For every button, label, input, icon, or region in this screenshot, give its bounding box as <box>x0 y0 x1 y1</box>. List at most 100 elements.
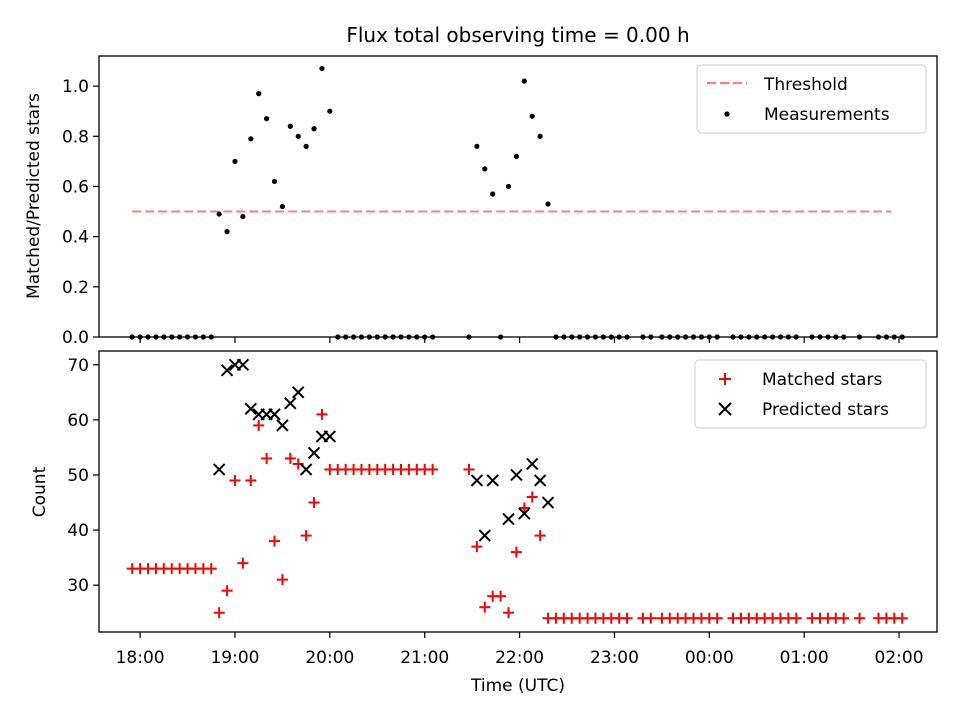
bottom-legend-box <box>694 359 927 429</box>
predicted-star-point <box>307 446 321 460</box>
predicted-star-point <box>244 402 257 416</box>
top-y-tick-label: 0.4 <box>62 228 89 248</box>
matched-star-point <box>896 612 908 624</box>
matched-star-point <box>308 497 320 509</box>
predicted-star-point <box>541 496 555 509</box>
matched-star-point <box>534 530 546 542</box>
bottom-legend: Matched stars Predicted stars <box>694 359 927 429</box>
measurement-point <box>529 113 535 119</box>
measurement-point <box>482 166 488 172</box>
matched-star-point <box>503 607 515 619</box>
measurement-point <box>256 91 262 97</box>
top-x-tick-marks <box>139 337 900 343</box>
x-tick-label: 22:00 <box>495 648 544 668</box>
measurement-point <box>279 203 286 210</box>
matched-star-point <box>205 563 217 575</box>
matched-star-point <box>471 541 483 553</box>
bottom-x-axis: 18:00 19:00 20:00 21:00 22:00 23:00 00:00 01:00… <box>116 632 924 668</box>
matched-star-point <box>284 452 296 464</box>
chart-title: Flux total observing time = 0.00 h <box>346 23 689 47</box>
matched-star-point <box>229 474 241 486</box>
predicted-star-point <box>284 397 297 410</box>
matched-star-point <box>463 463 475 475</box>
predicted-star-point <box>323 430 337 443</box>
top-y-axis-label: Matched/Predicted stars <box>24 93 44 299</box>
bottom-y-tick-label: 70 <box>67 356 89 376</box>
x-tick-label: 00:00 <box>685 648 734 668</box>
legend-threshold-label: Threshold <box>763 75 848 95</box>
legend-measurements-swatch <box>724 111 730 117</box>
matched-star-point <box>316 408 328 420</box>
matched-star-point <box>269 535 281 547</box>
predicted-star-point <box>220 364 234 377</box>
matched-star-point <box>261 452 273 464</box>
matched-star-point <box>479 601 491 613</box>
measurement-point <box>311 126 317 132</box>
top-legend: Threshold Measurements <box>696 64 927 134</box>
top-y-axis: 0.0 0.2 0.4 0.6 0.8 1.0 <box>62 77 99 348</box>
measurement-point <box>327 108 333 114</box>
measurement-point <box>224 229 230 235</box>
x-tick-label: 23:00 <box>590 648 639 668</box>
x-tick-label: 02:00 <box>875 648 924 668</box>
predicted-star-point <box>518 507 531 520</box>
measurement-point <box>513 153 520 159</box>
predicted-star-point <box>299 463 313 476</box>
matched-star-point <box>854 612 866 624</box>
measurement-point <box>240 213 246 220</box>
matched-star-point <box>621 612 633 624</box>
top-legend-box <box>696 64 927 134</box>
measurement-point <box>303 143 309 149</box>
predicted-star-point <box>502 512 515 526</box>
measurement-point <box>545 201 551 207</box>
legend-predicted-swatch <box>718 402 732 416</box>
x-tick-label: 01:00 <box>780 648 829 668</box>
predicted-star-point <box>276 419 289 432</box>
measurement-point <box>474 143 480 149</box>
matched-star-point <box>253 419 265 431</box>
bottom-y-tick-label: 50 <box>67 466 89 486</box>
matched-star-point <box>237 557 249 569</box>
top-y-tick-label: 0.0 <box>62 328 89 348</box>
bottom-y-tick-label: 30 <box>67 576 89 596</box>
measurement-point <box>216 211 222 217</box>
measurement-point <box>521 78 527 84</box>
measurement-points <box>129 65 905 340</box>
predicted-star-point <box>510 468 523 482</box>
matched-star-point <box>838 612 850 624</box>
bottom-y-tick-label: 60 <box>67 411 89 431</box>
measurement-point <box>232 158 238 164</box>
measurement-point <box>490 191 496 197</box>
predicted-star-point <box>526 457 539 471</box>
x-tick-label: 19:00 <box>210 648 259 668</box>
count-points <box>126 358 908 624</box>
bottom-y-axis-label: Count <box>30 466 50 517</box>
x-axis-label: Time (UTC) <box>470 676 565 696</box>
x-tick-label: 20:00 <box>305 648 354 668</box>
measurement-point <box>295 133 301 139</box>
matched-star-point <box>526 491 538 503</box>
top-panel: 0.0 0.2 0.4 0.6 0.8 1.0 Matched/Predicted sta… <box>24 55 938 348</box>
x-tick-label: 18:00 <box>116 648 165 668</box>
top-y-tick-label: 0.2 <box>62 278 89 298</box>
matched-star-point <box>711 612 723 624</box>
matched-star-point <box>276 574 288 586</box>
bottom-panel: 30 40 50 60 70 18:00 19:00 20:00 21:00 22:00 23:0… <box>30 350 938 696</box>
measurement-point <box>264 116 270 122</box>
legend-matched-swatch <box>719 373 731 385</box>
measurement-point <box>248 136 254 142</box>
bottom-axes-frame <box>98 350 938 633</box>
measurement-point <box>287 123 293 129</box>
measurement-point <box>271 178 278 185</box>
predicted-star-point <box>486 474 499 487</box>
matched-star-point <box>427 463 439 475</box>
predicted-star-point <box>292 386 305 399</box>
x-tick-label: 21:00 <box>400 648 449 668</box>
legend-measurements-label: Measurements <box>764 105 890 125</box>
predicted-star-point <box>533 474 547 487</box>
predicted-star-point <box>236 358 250 371</box>
matched-star-point <box>221 585 233 597</box>
matched-star-point <box>518 502 530 514</box>
top-y-tick-label: 1.0 <box>62 77 89 97</box>
